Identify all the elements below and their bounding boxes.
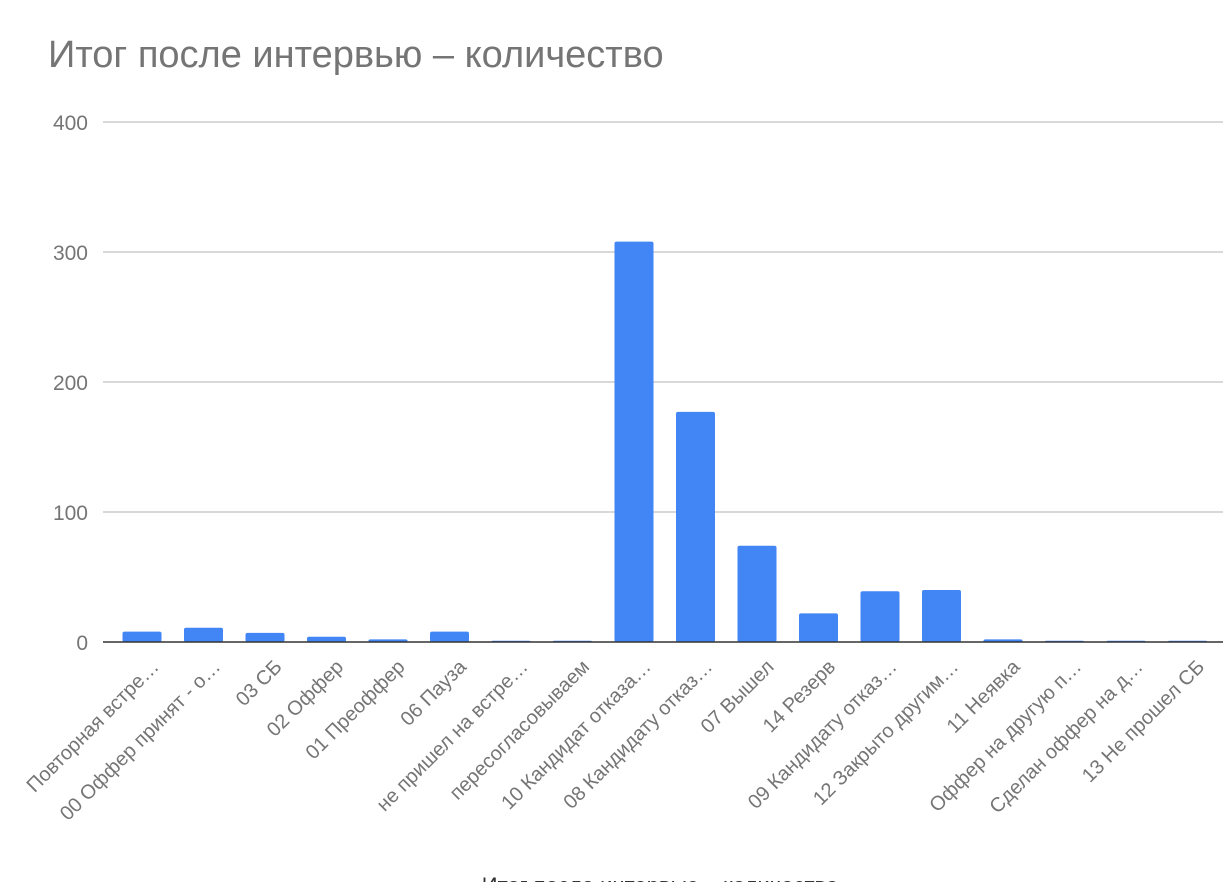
bar (307, 636, 346, 642)
bar (860, 591, 900, 642)
y-tick-label: 300 (53, 242, 88, 265)
bar (737, 545, 777, 642)
bar (799, 613, 838, 642)
x-axis-title: Итог после интервью – количество (482, 873, 838, 882)
bar (245, 632, 285, 642)
y-tick-label: 400 (53, 112, 88, 135)
x-tick-label: 13 Не прошел СБ (1078, 656, 1209, 787)
bar (676, 411, 715, 642)
bars (122, 241, 1207, 642)
x-tick-label: 03 СБ (232, 656, 287, 711)
y-tick-label: 200 (53, 372, 88, 395)
x-axis-ticks: Повторная встре…00 Оффер принят - о… 03 С… (23, 655, 1209, 825)
bar (184, 627, 223, 642)
bar (614, 241, 654, 642)
y-tick-label: 0 (76, 632, 88, 655)
chart-title: Итог после интервью – количество (48, 34, 664, 76)
y-tick-label: 100 (53, 502, 88, 525)
bar (122, 631, 162, 642)
bar (922, 590, 961, 642)
bar (430, 631, 469, 642)
gridlines (103, 121, 1223, 513)
y-axis-ticks: 400 300 200 100 0 (53, 112, 88, 655)
